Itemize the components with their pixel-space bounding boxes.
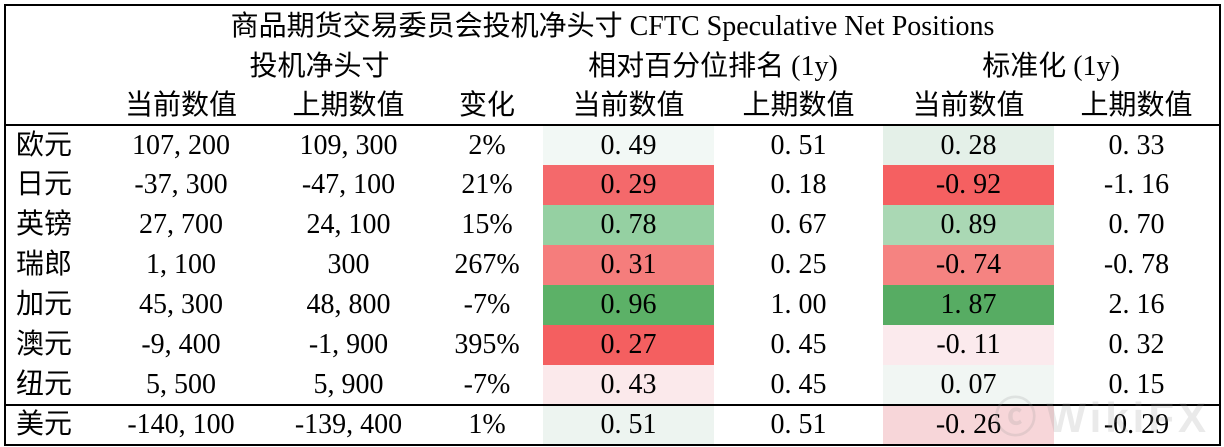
- percentile-current-cell: 0. 51: [543, 404, 714, 445]
- watermark-text: WikiFX: [1046, 394, 1210, 441]
- standardized-current-cell: 1. 87: [883, 285, 1054, 325]
- title-row: 商品期货交易委员会投机净头寸 CFTC Speculative Net Posi…: [5, 5, 1220, 47]
- standardized-previous-cell: -1. 16: [1103, 169, 1170, 200]
- currency-cell: 英镑: [16, 209, 73, 240]
- subheader-net-previous: 上期数值: [292, 89, 405, 121]
- percentile-previous-cell: 0. 18: [770, 169, 827, 200]
- standardized-previous-cell: -0. 29: [1054, 404, 1221, 445]
- table-row: 美元 -140, 100 -139, 400 1% 0. 51 0. 51 -0. 26 -0…: [5, 404, 1221, 445]
- currency-cell: 日元: [16, 169, 73, 200]
- percentile-previous-cell: 0. 51: [770, 129, 827, 161]
- table-row: 瑞郎 1, 100 300 267% 0. 31 0. 25 -0. 74 -0. 78: [5, 245, 1220, 285]
- net-current-cell: -37, 300: [134, 169, 228, 200]
- standardized-previous-cell: 0. 70: [1108, 209, 1165, 240]
- group-header-percentile-rank: 相对百分位排名 (1y): [588, 51, 838, 82]
- percentile-previous-cell: 0. 45: [770, 368, 827, 400]
- percentile-previous-cell: 1. 00: [770, 289, 827, 320]
- currency-cell: 瑞郎: [16, 249, 73, 280]
- currency-cell: 澳元: [16, 329, 73, 360]
- subheader-percentile-current: 当前数值: [572, 89, 685, 121]
- standardized-previous-cell: 0. 15: [1108, 368, 1165, 400]
- group-header-net-positions: 投机净头寸: [249, 51, 390, 82]
- table-row: 欧元 107, 200 109, 300 2% 0. 49 0. 51 0. 28 0. 33: [5, 125, 1220, 165]
- net-current-cell: -140, 100: [96, 404, 266, 445]
- table-header: 商品期货交易委员会投机净头寸 CFTC Speculative Net Posi…: [5, 5, 1221, 125]
- table-row: 日元 -37, 300 -47, 100 21% 0. 29 0. 18 -0. 92 -1.…: [5, 165, 1220, 205]
- group-header-standardized: 标准化 (1y): [982, 51, 1120, 82]
- currency-cell: 纽元: [16, 368, 73, 400]
- change-cell: 1%: [431, 404, 543, 445]
- net-previous-cell: -47, 100: [301, 169, 396, 200]
- percentile-current-cell: 0. 49: [543, 125, 714, 165]
- change-cell: -7%: [463, 289, 511, 320]
- net-current-cell: -9, 400: [141, 329, 221, 360]
- table-row: 纽元 5, 500 5, 900 -7% 0. 43 0. 45 0. 07 0. 15: [5, 365, 1220, 405]
- currency-cell: 欧元: [16, 129, 73, 161]
- standardized-current-cell: -0. 26: [883, 404, 1054, 445]
- currency-cell: 加元: [16, 289, 73, 320]
- net-previous-cell: 109, 300: [299, 129, 398, 161]
- subheader-percentile-previous: 上期数值: [742, 89, 855, 121]
- watermark-logo-icon: ⓒ: [994, 394, 1041, 441]
- net-previous-cell: 300: [327, 249, 370, 280]
- standardized-current-cell: 0. 89: [883, 205, 1054, 245]
- table-body: 欧元 107, 200 109, 300 2% 0. 49 0. 51 0. 28 0. 33…: [5, 125, 1221, 445]
- net-current-cell: 45, 300: [139, 289, 223, 320]
- net-previous-cell: 5, 900: [313, 368, 384, 400]
- subheader-change: 变化: [458, 89, 515, 121]
- percentile-previous-cell: 0. 67: [770, 209, 827, 240]
- net-previous-cell: -1, 900: [308, 329, 389, 360]
- standardized-current-cell: -0. 92: [883, 165, 1054, 205]
- change-cell: -7%: [463, 368, 511, 400]
- table-row: 英镑 27, 700 24, 100 15% 0. 78 0. 67 0. 89 0. 70: [5, 205, 1220, 245]
- percentile-current-cell: 0. 29: [543, 165, 714, 205]
- subheader-currency: [5, 87, 96, 125]
- watermark: ⓒ WikiFX: [994, 384, 1210, 445]
- percentile-current-cell: 0. 27: [543, 325, 714, 365]
- percentile-current-cell: 0. 31: [543, 245, 714, 285]
- table-row: 加元 45, 300 48, 800 -7% 0. 96 1. 00 1. 87 2. 16: [5, 285, 1220, 325]
- standardized-previous-cell: -0. 78: [1103, 249, 1170, 280]
- net-current-cell: 107, 200: [132, 129, 230, 161]
- standardized-previous-cell: 0. 32: [1108, 329, 1165, 360]
- percentile-previous-cell: 0. 25: [770, 249, 827, 280]
- standardized-current-cell: 0. 07: [883, 365, 1054, 405]
- standardized-current-cell: -0. 11: [883, 325, 1054, 365]
- currency-cell: 美元: [5, 404, 96, 445]
- percentile-current-cell: 0. 43: [543, 365, 714, 405]
- net-previous-cell: 48, 800: [306, 289, 391, 320]
- table-row: 澳元 -9, 400 -1, 900 395% 0. 27 0. 45 -0. 11 0. 3…: [5, 325, 1220, 365]
- percentile-previous-cell: 0. 51: [714, 404, 883, 445]
- net-current-cell: 1, 100: [146, 249, 216, 280]
- subheader-net-current: 当前数值: [124, 89, 237, 121]
- subheader-row: 当前数值 上期数值 变化 当前数值 上期数值 当前数值 上期数值: [5, 87, 1220, 125]
- change-cell: 2%: [468, 129, 506, 161]
- standardized-previous-cell: 0. 33: [1108, 129, 1165, 161]
- group-header-row: 投机净头寸 相对百分位排名 (1y) 标准化 (1y): [5, 47, 1220, 87]
- net-current-cell: 27, 700: [139, 209, 223, 240]
- net-previous-cell: 24, 100: [306, 209, 391, 240]
- subheader-standardized-current: 当前数值: [912, 89, 1025, 121]
- change-cell: 395%: [454, 329, 520, 360]
- net-previous-cell: -139, 400: [266, 404, 431, 445]
- percentile-current-cell: 0. 78: [543, 205, 714, 245]
- percentile-previous-cell: 0. 45: [770, 329, 827, 360]
- standardized-previous-cell: 2. 16: [1108, 289, 1165, 320]
- subheader-standardized-previous: 上期数值: [1080, 89, 1193, 121]
- cftc-positions-table: 商品期货交易委员会投机净头寸 CFTC Speculative Net Posi…: [4, 4, 1222, 446]
- group-header-spacer: [5, 47, 96, 87]
- change-cell: 15%: [461, 209, 513, 240]
- table-title: 商品期货交易委员会投机净头寸 CFTC Speculative Net Posi…: [230, 10, 995, 42]
- standardized-current-cell: -0. 74: [883, 245, 1054, 285]
- change-cell: 21%: [461, 169, 513, 200]
- change-cell: 267%: [454, 249, 520, 280]
- percentile-current-cell: 0. 96: [543, 285, 714, 325]
- net-current-cell: 5, 500: [146, 368, 216, 400]
- standardized-current-cell: 0. 28: [883, 125, 1054, 165]
